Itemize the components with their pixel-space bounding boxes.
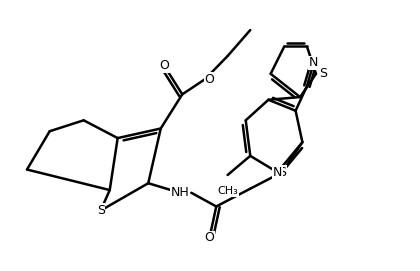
Text: N: N [273,166,282,179]
Text: S: S [319,67,327,80]
Text: NH: NH [171,186,189,199]
Text: CH₃: CH₃ [217,186,238,196]
Text: S: S [97,204,105,217]
Text: N: N [309,56,318,69]
Text: O: O [205,73,214,86]
Text: O: O [159,59,169,72]
Text: O: O [205,231,214,244]
Text: S: S [278,166,286,179]
